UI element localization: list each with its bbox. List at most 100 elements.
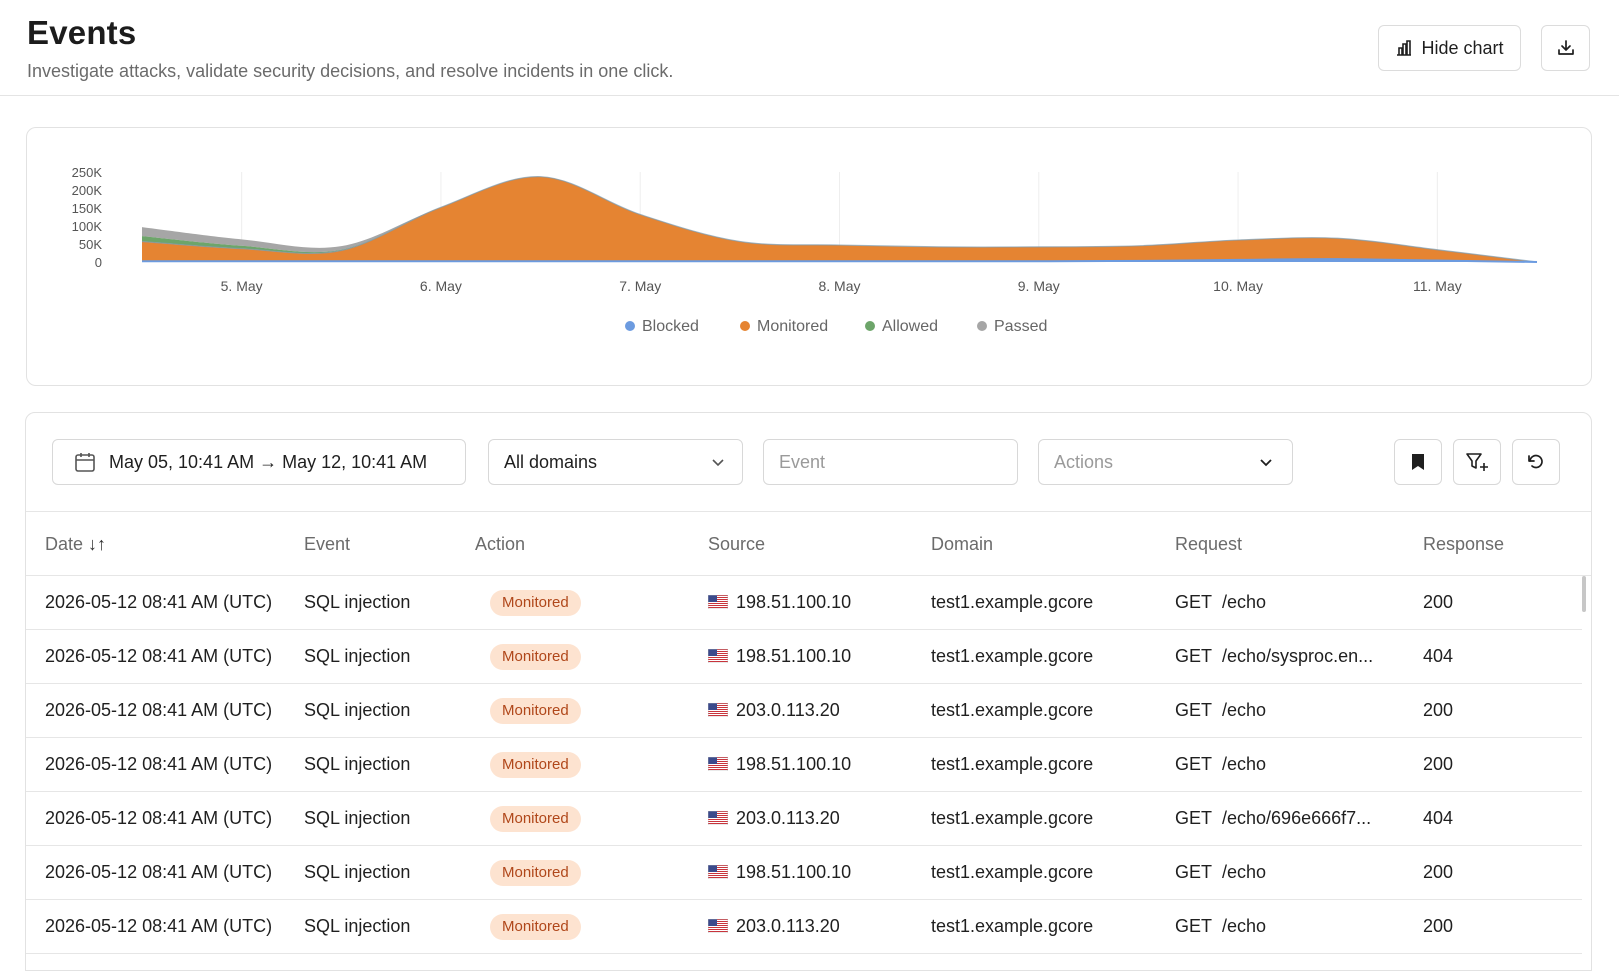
request-cell: GET/echo <box>1175 916 1266 937</box>
source-cell: 198.51.100.10 <box>708 646 851 667</box>
event-filter-input[interactable]: Event <box>763 439 1018 485</box>
event-cell: SQL injection <box>304 754 411 774</box>
x-tick-label: 6. May <box>420 278 462 294</box>
add-filter-button[interactable] <box>1453 439 1501 485</box>
legend-item-passed[interactable]: Passed <box>977 318 1047 335</box>
action-badge: Monitored <box>490 752 581 778</box>
table-body: 2026-05-12 08:41 AM (UTC) SQL injection Mo… <box>26 576 1582 954</box>
source-ip[interactable]: 198.51.100.10 <box>736 862 852 882</box>
date-cell: 2026-05-12 08:41 AM (UTC) <box>45 646 273 666</box>
legend-item-blocked[interactable]: Blocked <box>625 318 699 335</box>
response-cell: 200 <box>1423 916 1454 936</box>
response-cell: 200 <box>1423 700 1454 720</box>
source-ip[interactable]: 198.51.100.10 <box>736 646 852 666</box>
legend-label: Monitored <box>757 318 828 335</box>
source-cell: 198.51.100.10 <box>708 592 851 613</box>
source-cell: 203.0.113.20 <box>708 700 840 721</box>
chevron-down-icon <box>1260 459 1272 467</box>
events-table-card: May 05, 10:41 AM → May 12, 10:41 AM All … <box>25 412 1592 971</box>
hide-chart-button[interactable]: Hide chart <box>1378 25 1521 71</box>
us-flag-icon <box>708 649 728 663</box>
legend-item-monitored[interactable]: Monitored <box>740 318 828 335</box>
table-scrollbar[interactable] <box>1582 576 1586 612</box>
request-path: /echo/sysproc.en... <box>1222 646 1374 666</box>
event-filter-placeholder: Event <box>779 451 826 472</box>
event-cell: SQL injection <box>304 862 411 882</box>
column-header-response: Response <box>1423 534 1505 554</box>
response-cell: 200 <box>1423 592 1454 612</box>
column-header-request: Request <box>1175 534 1243 554</box>
legend-swatch <box>740 321 750 331</box>
source-ip[interactable]: 203.0.113.20 <box>736 916 840 936</box>
bar-chart-icon <box>1397 40 1412 56</box>
table-row[interactable]: 2026-05-12 08:41 AM (UTC) SQL injection Mo… <box>26 792 1582 846</box>
us-flag-icon <box>708 757 728 771</box>
table-row[interactable]: 2026-05-12 08:41 AM (UTC) SQL injection Mo… <box>26 576 1582 630</box>
request-cell: GET/echo <box>1175 700 1266 721</box>
y-tick-label: 250K <box>72 165 103 180</box>
filter-plus-icon <box>1466 453 1488 471</box>
column-header-domain: Domain <box>931 534 994 554</box>
request-method: GET <box>1175 916 1213 936</box>
legend-item-allowed[interactable]: Allowed <box>865 318 938 335</box>
table-row[interactable]: 2026-05-12 08:41 AM (UTC) SQL injection Mo… <box>26 684 1582 738</box>
column-header-action: Action <box>475 534 526 554</box>
request-path: /echo <box>1222 592 1267 612</box>
action-badge: Monitored <box>490 698 581 724</box>
date-cell: 2026-05-12 08:41 AM (UTC) <box>45 754 273 774</box>
date-cell: 2026-05-12 08:41 AM (UTC) <box>45 916 273 936</box>
chevron-down-icon <box>712 459 724 467</box>
source-ip[interactable]: 203.0.113.20 <box>736 808 840 828</box>
column-header-date[interactable]: Date ↓↑ <box>45 534 107 554</box>
event-cell: SQL injection <box>304 592 411 612</box>
area-monitored <box>142 176 1537 262</box>
domain-cell: test1.example.gcore <box>931 592 1094 612</box>
actions-select[interactable]: Actions <box>1038 439 1293 485</box>
series-line-monitored <box>141 176 1538 263</box>
download-button[interactable] <box>1541 25 1590 71</box>
response-cell: 404 <box>1423 646 1454 666</box>
table-row[interactable]: 2026-05-12 08:41 AM (UTC) SQL injection Mo… <box>26 630 1582 684</box>
request-path: /echo <box>1222 700 1267 720</box>
source-ip[interactable]: 198.51.100.10 <box>736 592 852 612</box>
bookmark-button[interactable] <box>1394 439 1442 485</box>
table-header: Date ↓↑ Event Action Source Domain Reque… <box>26 511 1591 576</box>
page-title: Events <box>27 14 137 51</box>
us-flag-icon <box>708 703 728 717</box>
actions-select-placeholder: Actions <box>1054 451 1114 472</box>
request-cell: GET/echo <box>1175 592 1266 613</box>
x-tick-label: 9. May <box>1018 278 1060 294</box>
domain-cell: test1.example.gcore <box>931 916 1094 936</box>
action-badge: Monitored <box>490 914 581 940</box>
request-cell: GET/echo <box>1175 862 1266 883</box>
us-flag-icon <box>708 865 728 879</box>
request-method: GET <box>1175 754 1213 774</box>
event-cell: SQL injection <box>304 808 411 828</box>
events-area-chart: 0 50K 100K 150K 200K 250K 5. May 6. May 7. May 8.… <box>72 165 1538 335</box>
y-tick-label: 100K <box>72 219 103 234</box>
x-tick-label: 5. May <box>221 278 263 294</box>
reset-filters-button[interactable] <box>1512 439 1560 485</box>
source-ip[interactable]: 203.0.113.20 <box>736 700 840 720</box>
date-range-picker[interactable]: May 05, 10:41 AM → May 12, 10:41 AM <box>52 439 466 485</box>
y-tick-label: 0 <box>95 255 102 270</box>
request-path: /echo <box>1222 916 1267 936</box>
table-row[interactable]: 2026-05-12 08:41 AM (UTC) SQL injection Mo… <box>26 738 1582 792</box>
column-header-source: Source <box>708 534 766 554</box>
source-cell: 198.51.100.10 <box>708 754 851 775</box>
action-badge: Monitored <box>490 590 581 616</box>
sort-icon[interactable]: ↓↑ <box>88 534 107 554</box>
source-ip[interactable]: 198.51.100.10 <box>736 754 852 774</box>
domain-cell: test1.example.gcore <box>931 754 1094 774</box>
action-badge: Monitored <box>490 860 581 886</box>
x-tick-label: 11. May <box>1413 278 1462 294</box>
request-method: GET <box>1175 646 1213 666</box>
table-row[interactable]: 2026-05-12 08:41 AM (UTC) SQL injection Mo… <box>26 900 1582 954</box>
date-cell: 2026-05-12 08:41 AM (UTC) <box>45 808 273 828</box>
request-cell: GET/echo <box>1175 754 1266 775</box>
domain-select[interactable]: All domains <box>488 439 743 485</box>
request-method: GET <box>1175 808 1213 828</box>
series-line-blocked <box>142 258 1538 263</box>
source-cell: 198.51.100.10 <box>708 862 851 883</box>
table-row[interactable]: 2026-05-12 08:41 AM (UTC) SQL injection Mo… <box>26 846 1582 900</box>
